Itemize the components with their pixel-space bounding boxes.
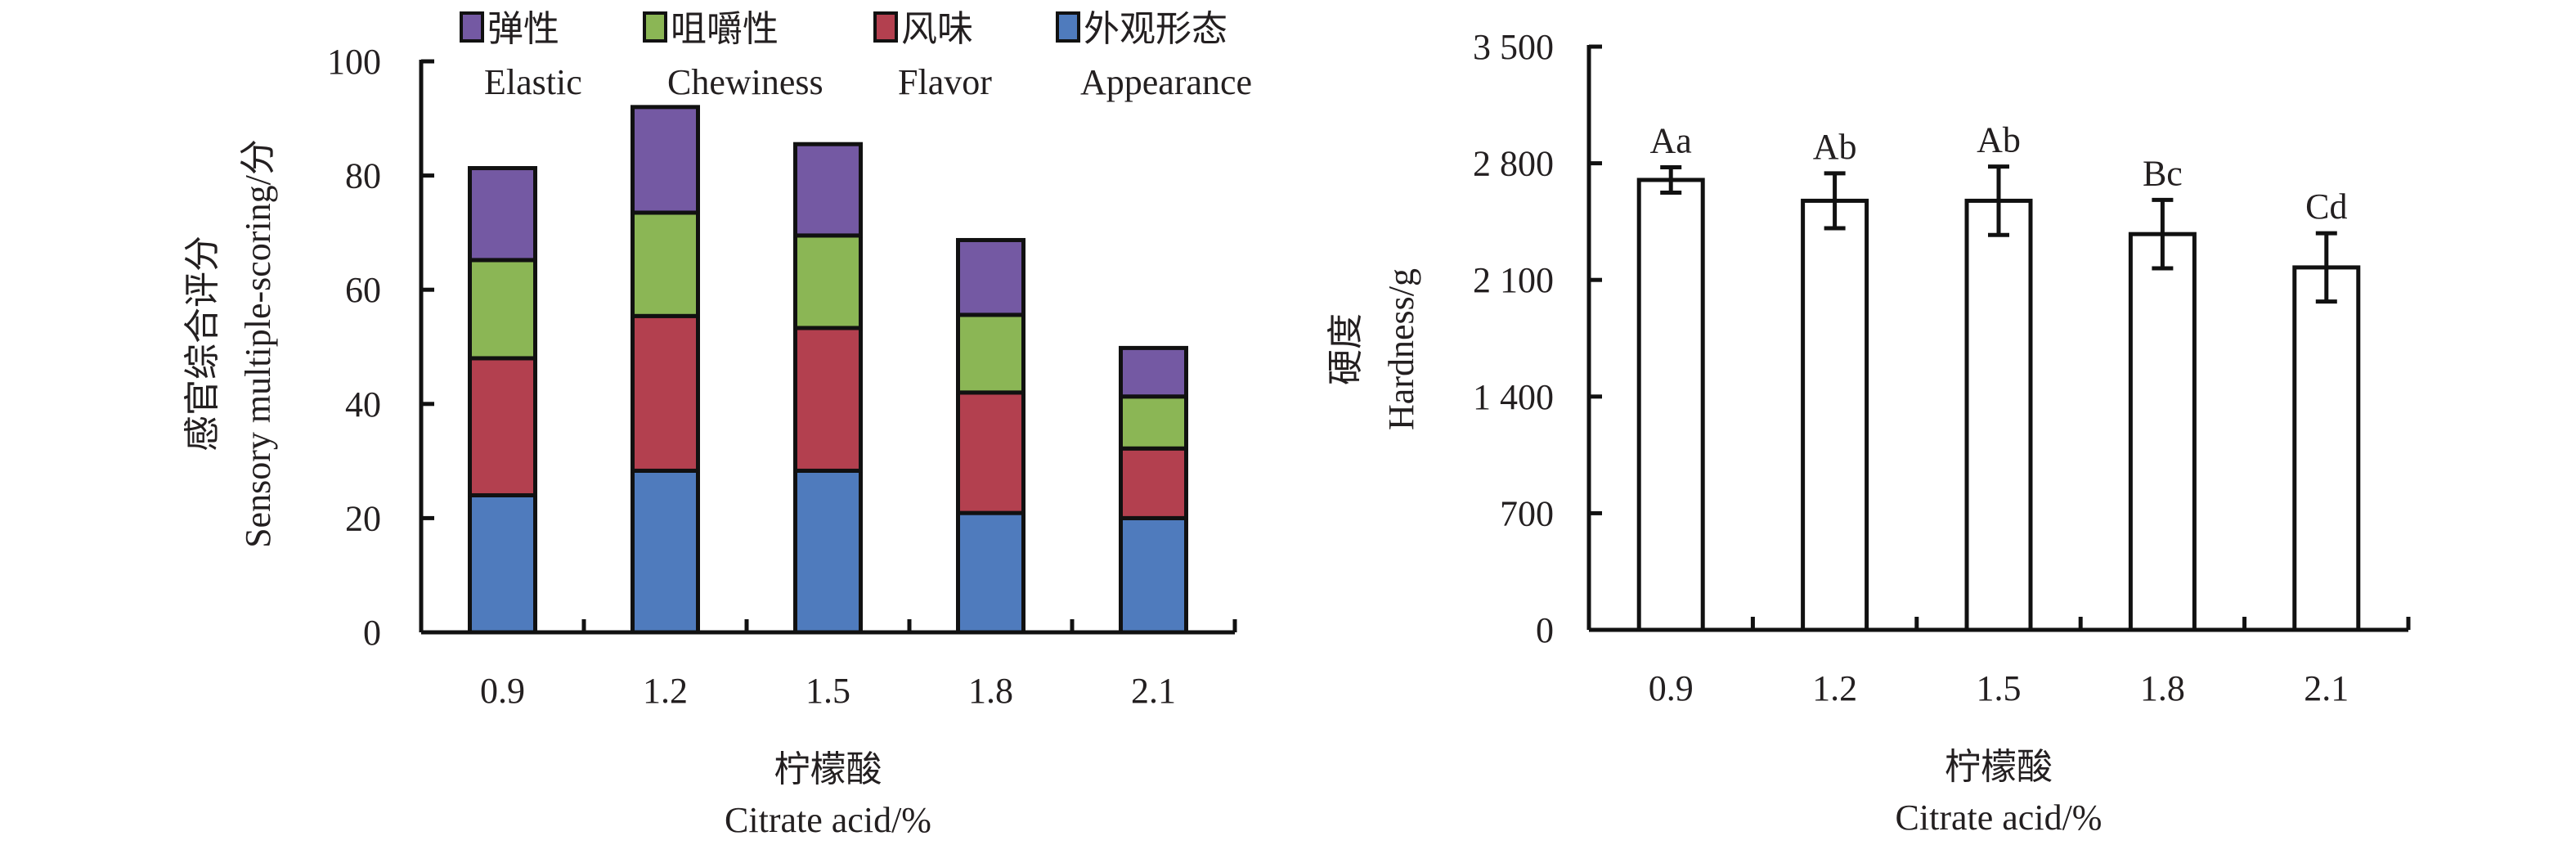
x-tick-label: 0.9 [480,671,525,711]
y-axis-title-en: Hardness/g [1381,268,1421,430]
legend-label-en: Appearance [1080,62,1252,102]
hardness-chart: 0 700 1 400 2 100 2 800 3 500 0.9 1.2 1.5 1.8 2.1 柠… [1326,27,2411,838]
bar-segment-flavor [1119,446,1188,520]
x-tick-label: 2.1 [2304,668,2349,708]
x-tick-label: 2.1 [1131,671,1176,711]
legend-label-cn: 风味 [901,9,973,49]
bar-segment-flavor [956,390,1025,515]
x-tick-label: 1.2 [1812,668,1857,708]
y-tick-label: 0 [1536,610,1554,650]
bar-segment-elastic [793,142,863,238]
bar-segment-appearance [468,492,537,635]
bar-segment-appearance [631,468,700,635]
bar-segment-flavor [631,313,700,473]
bar [2128,231,2197,632]
y-tick-label: 20 [345,498,381,538]
x-tick-label: 0.9 [1649,668,1694,708]
x-tick-label: 1.8 [2140,668,2185,708]
legend-label-cn: 弹性 [487,9,559,49]
significance-label: Ab [1977,120,2021,160]
y-tick-label: 2 800 [1473,144,1554,184]
y-tick-label: 40 [345,384,381,425]
legend-label-en: Chewiness [667,62,824,102]
bar [2292,265,2361,632]
significance-label: Aa [1650,120,1692,160]
bar-segment-chewiness [1119,394,1188,451]
sensory-score-chart: 0 20 40 60 80 100 0.9 1.2 1.5 1.8 2.1 柠檬酸 Citrate ac… [182,9,1252,840]
significance-label: Ab [1813,127,1857,167]
bar-segment-chewiness [468,258,537,361]
bar-segment-flavor [468,356,537,497]
y-tick-label: 100 [327,42,381,82]
legend-swatch-appearance [1056,11,1080,43]
legend-swatch-flavor [873,11,898,43]
y-tick-label: 700 [1500,493,1554,533]
significance-label: Cd [2305,187,2347,227]
y-tick-label: 80 [345,156,381,196]
bar [1636,178,1705,632]
x-axis-title-cn: 柠檬酸 [1945,747,2053,787]
bar-segment-chewiness [631,210,700,318]
legend-swatch-chewiness [643,11,667,43]
x-axis-title-cn: 柠檬酸 [774,749,882,789]
legend-swatch-elastic [460,11,484,43]
bar [1964,198,2033,632]
legend-label-cn: 外观形态 [1084,9,1227,49]
y-axis-title-cn: 感官综合评分 [182,236,222,452]
x-tick-label: 1.8 [968,671,1013,711]
bar-segment-elastic [468,166,537,263]
x-tick-label: 1.2 [643,671,688,711]
y-tick-label: 60 [345,270,381,310]
bar-segment-elastic [956,237,1025,317]
bar [1801,198,1869,632]
legend-label-cn: 咀嚼性 [671,9,779,49]
y-axis-title-en: Sensory multiple-scoring/分 [238,139,278,548]
x-axis-title-en: Citrate acid/% [725,800,931,840]
bar-segment-chewiness [956,312,1025,395]
y-axis-title-cn: 硬度 [1326,313,1366,385]
bar-segment-appearance [793,468,863,635]
x-tick-label: 1.5 [1977,668,2022,708]
legend-label-en: Flavor [898,62,992,102]
significance-label: Bc [2143,153,2183,193]
y-tick-label: 1 400 [1473,377,1554,417]
x-axis-title-en: Citrate acid/% [1896,798,2103,838]
y-tick-label: 2 100 [1473,260,1554,300]
bar-segment-elastic [1119,345,1188,399]
bar-segment-appearance [1119,515,1188,635]
bar-segment-flavor [793,326,863,473]
y-tick-label: 3 500 [1473,27,1554,67]
bar-segment-chewiness [793,233,863,330]
x-tick-label: 1.5 [806,671,850,711]
legend-label-en: Elastic [484,62,582,102]
y-tick-label: 0 [363,613,381,653]
bar-segment-elastic [631,105,700,215]
bar-segment-appearance [956,510,1025,635]
